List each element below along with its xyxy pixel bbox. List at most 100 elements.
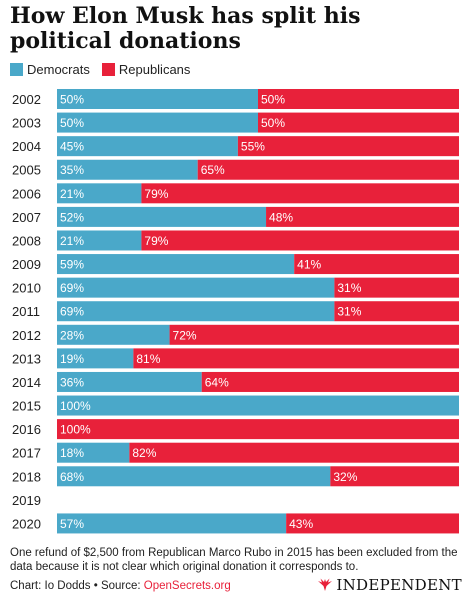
legend-item-republicans: Republicans — [101, 61, 191, 77]
bar-democrats-2004 — [57, 136, 238, 157]
label-democrats-2004: 45% — [60, 140, 84, 154]
label-republicans-2014: 64% — [205, 375, 229, 389]
year-label-2011: 2011 — [12, 304, 40, 319]
year-label-2008: 2008 — [12, 233, 41, 248]
label-democrats-2014: 36% — [60, 375, 84, 389]
bar-democrats-2014 — [57, 371, 202, 392]
eagle-logo-icon — [318, 578, 333, 591]
source-link[interactable]: OpenSecrets.org — [143, 580, 231, 592]
bar-republicans-2020 — [286, 513, 459, 534]
year-label-2009: 2009 — [12, 257, 41, 272]
bar-republicans-2005 — [197, 159, 459, 180]
bar-democrats-2012 — [57, 324, 170, 345]
label-republicans-2003: 50% — [261, 116, 285, 130]
bar-republicans-2011 — [334, 301, 459, 322]
label-democrats-2018: 68% — [60, 470, 84, 484]
label-republicans-2009: 41% — [297, 258, 321, 272]
bar-democrats-2013 — [57, 348, 134, 369]
bar-republicans-2006 — [141, 183, 460, 204]
year-label-2007: 2007 — [12, 210, 41, 225]
year-label-2020: 2020 — [12, 516, 41, 531]
legend-item-democrats: Democrats — [10, 62, 90, 77]
bar-democrats-2002 — [57, 89, 258, 109]
label-republicans-2020: 43% — [289, 517, 313, 531]
label-democrats-2002: 50% — [60, 93, 84, 107]
label-republicans-2012: 72% — [173, 328, 197, 342]
year-label-2012: 2012 — [12, 328, 41, 343]
bar-republicans-2009 — [294, 254, 459, 275]
bar-republicans-2007 — [266, 206, 459, 227]
year-label-2003: 2003 — [12, 116, 41, 131]
bar-democrats-2015 — [57, 395, 459, 416]
bar-republicans-2002 — [258, 89, 459, 109]
publisher-logo: INDEPENDENT — [317, 576, 462, 594]
year-label-2015: 2015 — [12, 399, 41, 414]
bar-democrats-2009 — [57, 254, 295, 275]
label-democrats-2017: 18% — [60, 446, 84, 460]
label-republicans-2017: 82% — [132, 446, 156, 460]
label-republicans-2010: 31% — [337, 281, 361, 295]
bar-democrats-2010 — [57, 277, 335, 298]
label-democrats-2008: 21% — [60, 234, 84, 248]
bar-democrats-2020 — [57, 513, 287, 534]
year-label-2006: 2006 — [12, 186, 41, 201]
bar-republicans-2010 — [334, 277, 459, 298]
label-democrats-2005: 35% — [60, 163, 84, 177]
label-democrats-2007: 52% — [60, 210, 84, 224]
label-democrats-2013: 19% — [60, 352, 84, 366]
credit-prefix: Chart: Io Dodds • Source: — [10, 580, 144, 592]
label-democrats-2010: 69% — [60, 281, 84, 295]
legend: Democrats Republicans — [10, 60, 202, 78]
bar-democrats-2011 — [57, 301, 335, 322]
label-republicans-2018: 32% — [333, 470, 357, 484]
logo-text: INDEPENDENT — [336, 576, 462, 594]
year-label-2013: 2013 — [12, 351, 41, 366]
label-republicans-2011: 31% — [337, 305, 361, 319]
year-label-2016: 2016 — [12, 422, 41, 437]
label-republicans-2013: 81% — [136, 352, 160, 366]
legend-label-republicans: Republicans — [118, 61, 191, 77]
label-republicans-2008: 79% — [144, 234, 168, 248]
label-democrats-2015: 100% — [60, 399, 91, 413]
bar-republicans-2004 — [237, 136, 459, 157]
legend-swatch-democrats — [10, 62, 23, 76]
bar-republicans-2003 — [258, 112, 459, 133]
label-democrats-2006: 21% — [60, 187, 84, 201]
year-label-2005: 2005 — [12, 163, 41, 178]
bar-democrats-2003 — [57, 112, 258, 133]
year-label-2002: 2002 — [12, 92, 41, 107]
label-republicans-2004: 55% — [241, 140, 265, 154]
label-democrats-2020: 57% — [60, 517, 84, 531]
year-label-2018: 2018 — [12, 469, 41, 484]
bar-republicans-2012 — [169, 324, 459, 345]
bar-republicans-2016 — [57, 419, 459, 440]
label-democrats-2009: 59% — [60, 258, 84, 272]
bar-chart: 2002 50% 50% 2003 50% 50% 2004 45% 55% 2005 35% 65%… — [12, 89, 460, 534]
bar-democrats-2018 — [57, 466, 331, 487]
bar-democrats-2008 — [57, 230, 142, 251]
year-label-2010: 2010 — [12, 281, 41, 296]
legend-swatch-republicans — [101, 62, 115, 76]
bar-republicans-2013 — [133, 348, 459, 369]
bar-republicans-2018 — [330, 466, 459, 487]
chart-title: How Elon Musk has split his political do… — [10, 3, 361, 54]
label-republicans-2005: 65% — [201, 163, 225, 177]
bar-democrats-2005 — [57, 159, 198, 180]
bar-democrats-2017 — [57, 442, 130, 463]
bar-republicans-2014 — [201, 371, 459, 392]
year-label-2019: 2019 — [12, 493, 41, 508]
bar-republicans-2008 — [141, 230, 460, 251]
bar-republicans-2017 — [129, 442, 460, 463]
label-republicans-2006: 79% — [144, 187, 168, 201]
year-label-2017: 2017 — [12, 446, 41, 461]
label-republicans-2002: 50% — [261, 93, 285, 107]
year-label-2004: 2004 — [12, 139, 41, 154]
year-label-2014: 2014 — [12, 375, 41, 390]
label-democrats-2011: 69% — [60, 305, 84, 319]
label-democrats-2003: 50% — [60, 116, 84, 130]
bar-democrats-2007 — [57, 206, 267, 227]
legend-label-democrats: Democrats — [27, 61, 90, 77]
footnote: One refund of $2,500 from Republican Mar… — [10, 547, 458, 573]
bar-democrats-2006 — [57, 183, 142, 204]
credit-line: Chart: Io Dodds • Source: OpenSecrets.or… — [10, 580, 231, 592]
